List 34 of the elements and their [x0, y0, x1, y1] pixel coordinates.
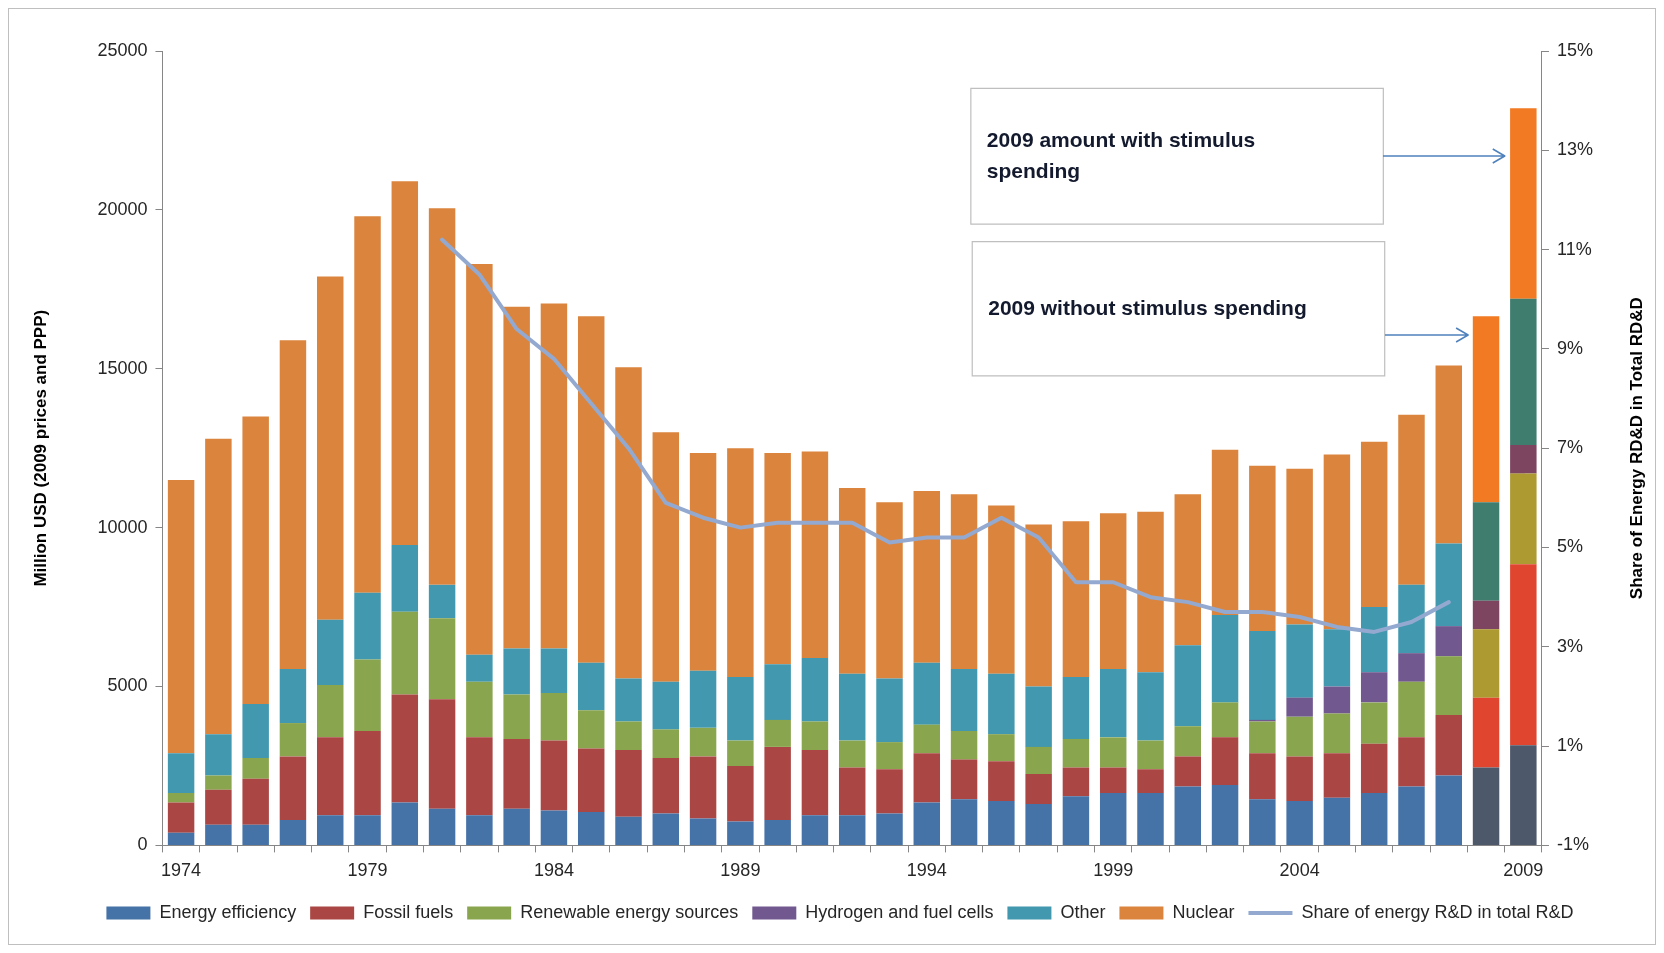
- legend-label: Share of energy R&D in total R&D: [1301, 901, 1574, 922]
- y2-tick-label: -1%: [1556, 834, 1589, 855]
- annotation: 2009 amount with stimulus spending: [986, 127, 1256, 182]
- legend-label: Other: [1060, 901, 1106, 922]
- y-axis-title: Million USD (2009 prices and PPP): [30, 309, 50, 587]
- y-tick-label: 25000: [97, 39, 148, 60]
- y2-tick-label: 9%: [1556, 337, 1583, 358]
- x-tick-label: 1994: [906, 860, 947, 881]
- x-tick-label: 1989: [720, 860, 761, 881]
- x-tick-label: 1974: [161, 860, 202, 881]
- y-tick-label: 20000: [97, 198, 148, 219]
- y2-tick-label: 15%: [1556, 39, 1593, 60]
- y2-tick-label: 11%: [1556, 238, 1592, 259]
- x-tick-label: 2004: [1279, 860, 1320, 881]
- legend-label: Energy efficiency: [159, 901, 297, 922]
- y2-tick-label: 7%: [1556, 437, 1583, 458]
- y2-tick-label: 3%: [1556, 635, 1583, 656]
- legend-label: Fossil fuels: [363, 901, 454, 922]
- x-tick-label: 1979: [347, 860, 388, 881]
- y2-tick-label: 5%: [1556, 536, 1583, 557]
- y-tick-label: 0: [137, 834, 148, 855]
- y2-tick-label: 1%: [1556, 735, 1583, 756]
- x-tick-label: 2009: [1503, 860, 1544, 881]
- y2-axis-title: Share of Energy RD&D in Total RD&D: [1626, 297, 1646, 600]
- legend-label: Renewable energy sources: [520, 901, 739, 922]
- x-tick-label: 1999: [1093, 860, 1134, 881]
- annotation: 2009 without stimulus spending: [988, 295, 1307, 319]
- x-tick-label: 1984: [533, 860, 574, 881]
- y2-tick-label: 13%: [1556, 139, 1593, 160]
- y-tick-label: 15000: [97, 357, 148, 378]
- legend-label: Nuclear: [1172, 901, 1235, 922]
- y-tick-label: 5000: [107, 675, 148, 696]
- y-tick-label: 10000: [97, 516, 148, 537]
- legend-label: Hydrogen and fuel cells: [805, 901, 994, 922]
